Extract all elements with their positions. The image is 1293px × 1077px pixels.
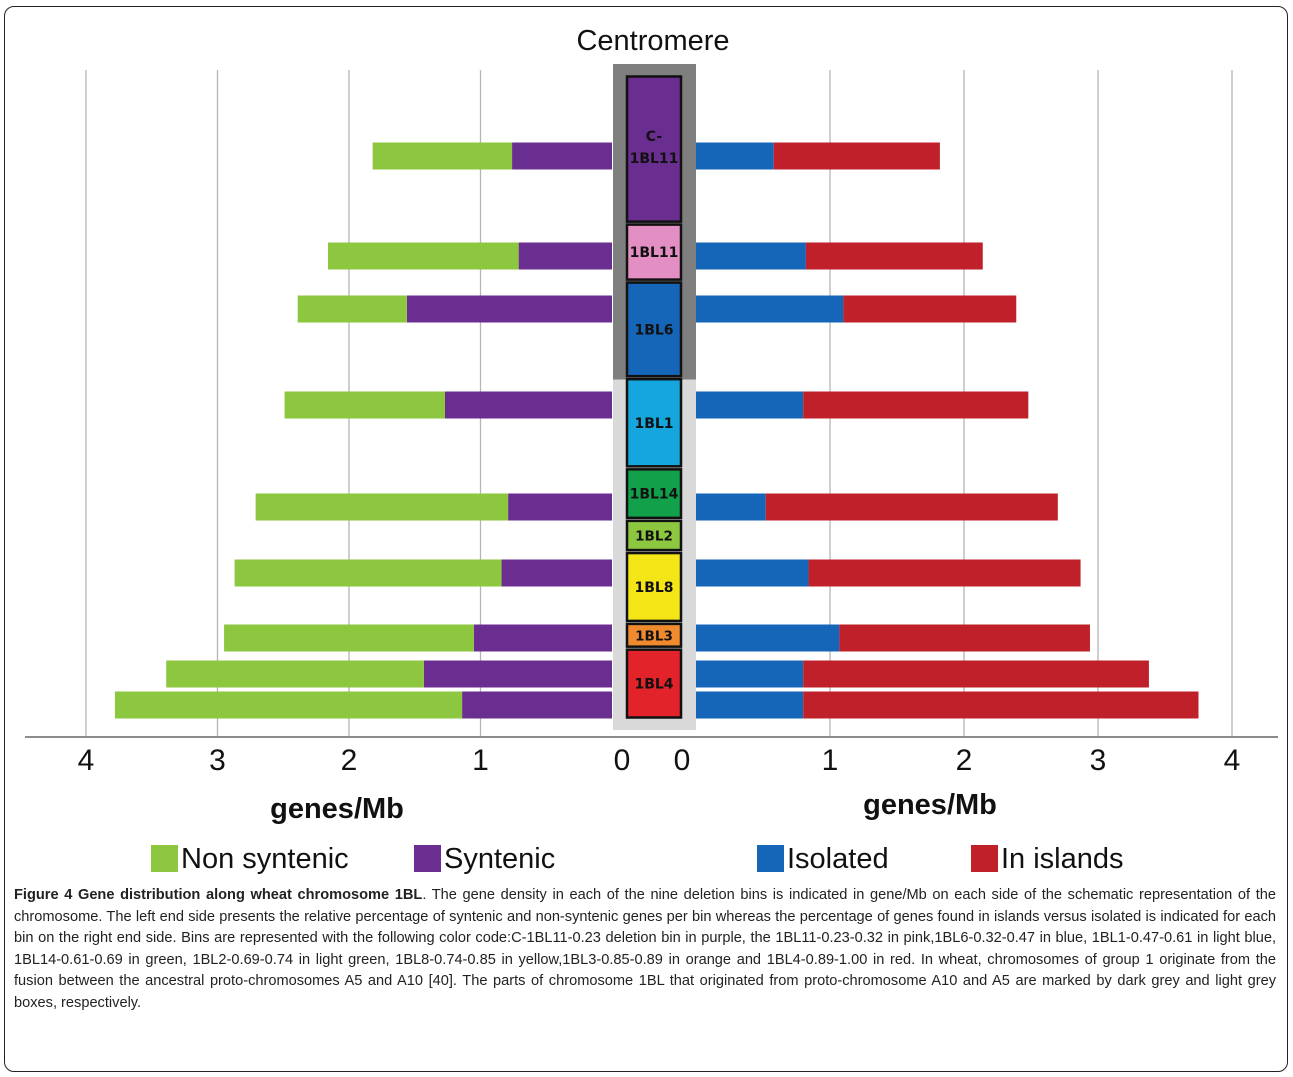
bar-non-syntenic-1bl11 <box>327 242 519 270</box>
bar-in-islands-1bl4 <box>803 691 1199 719</box>
bin-1bl6 <box>625 281 683 378</box>
bar-syntenic-1bl8 <box>473 624 612 652</box>
x-tick-label-right: 0 <box>674 744 691 777</box>
bin-1bl1 <box>625 377 683 468</box>
bar-in-islands-1bl3 <box>803 660 1149 688</box>
legend-swatch-in-islands <box>971 845 998 872</box>
bin-label: 1BL4 <box>634 677 673 693</box>
legend-label: In islands <box>1001 843 1124 875</box>
bar-in-islands-1bl14 <box>765 493 1058 521</box>
bar-isolated-1bl3 <box>696 660 804 688</box>
bar-syntenic-1bl4 <box>462 691 612 719</box>
bin-c-1bl11 <box>625 75 683 223</box>
tick-labels: 4 3 2 1 0 0 1 2 3 4 <box>78 744 1241 777</box>
bar-syntenic-1bl14 <box>508 493 612 521</box>
bin-label: 1BL3 <box>635 628 673 644</box>
bar-syntenic-1bl2 <box>501 559 612 587</box>
bin-label: 1BL2 <box>635 528 673 544</box>
bin-1bl14 <box>625 468 683 520</box>
bar-non-syntenic-1bl2 <box>234 559 502 587</box>
left-x-axis-label: genes/Mb <box>270 793 404 825</box>
x-tick-label-left: 3 <box>209 744 226 777</box>
bars <box>114 142 1199 719</box>
bin-1bl3 <box>625 622 683 648</box>
bar-isolated-1bl8 <box>696 624 840 652</box>
x-tick-label-left: 2 <box>341 744 358 777</box>
x-tick-label-left: 4 <box>78 744 95 777</box>
bar-non-syntenic-1bl4 <box>114 691 463 719</box>
bin-label: C- <box>646 129 663 145</box>
bin-label: 1BL11 <box>630 151 679 167</box>
bar-non-syntenic-1bl1 <box>284 391 445 419</box>
bar-in-islands-c-1bl11 <box>773 142 940 170</box>
bin-label: 1BL14 <box>630 487 679 503</box>
legend-swatch-non-syntenic <box>151 845 178 872</box>
bar-isolated-1bl6 <box>696 295 844 323</box>
bar-syntenic-1bl11 <box>518 242 612 270</box>
bin-label: 1BL8 <box>634 580 673 596</box>
bar-non-syntenic-1bl14 <box>255 493 509 521</box>
bar-isolated-1bl1 <box>696 391 804 419</box>
bar-syntenic-1bl6 <box>406 295 612 323</box>
chart-title: Centromere <box>576 25 729 57</box>
x-tick-label-right: 3 <box>1090 744 1107 777</box>
caption-text: . The gene density in each of the nine d… <box>14 887 1276 1011</box>
bar-syntenic-1bl3 <box>423 660 612 688</box>
bar-isolated-1bl14 <box>696 493 766 521</box>
legend-swatch-syntenic <box>414 845 441 872</box>
x-tick-label-right: 1 <box>822 744 839 777</box>
bar-non-syntenic-1bl3 <box>166 660 424 688</box>
bar-isolated-1bl2 <box>696 559 809 587</box>
legend-label: Isolated <box>787 843 889 875</box>
bar-in-islands-1bl8 <box>839 624 1090 652</box>
bar-isolated-c-1bl11 <box>696 142 774 170</box>
caption-title: Figure 4 Gene distribution along wheat c… <box>14 887 423 903</box>
bar-non-syntenic-1bl6 <box>297 295 407 323</box>
right-x-axis-label: genes/Mb <box>863 789 997 821</box>
chromosome-schematic: C- 1BL11 1BL11 1BL6 1BL1 1BL14 1BL2 1BL8 1BL3 1BL… <box>613 64 696 730</box>
x-tick-label-left: 1 <box>472 744 489 777</box>
legend-label: Syntenic <box>444 843 555 875</box>
bin-1bl4 <box>625 648 683 719</box>
gene-distribution-chart: C- 1BL11 1BL11 1BL6 1BL1 1BL14 1BL2 1BL8 1BL3 1BL… <box>25 25 1278 875</box>
legend-swatch-isolated <box>757 845 784 872</box>
bar-non-syntenic-c-1bl11 <box>372 142 513 170</box>
x-tick-label-right: 4 <box>1224 744 1241 777</box>
legend: Non syntenic Syntenic Isolated In islands <box>151 843 1124 875</box>
bar-in-islands-1bl6 <box>843 295 1017 323</box>
bar-in-islands-1bl1 <box>803 391 1029 419</box>
bar-non-syntenic-1bl8 <box>224 624 474 652</box>
bar-syntenic-1bl1 <box>444 391 612 419</box>
x-tick-label-left: 0 <box>614 744 631 777</box>
figure-frame <box>4 6 1288 1072</box>
legend-label: Non syntenic <box>181 843 349 875</box>
bin-label: 1BL1 <box>634 416 673 432</box>
bar-in-islands-1bl2 <box>808 559 1081 587</box>
bar-isolated-1bl4 <box>696 691 804 719</box>
bar-isolated-1bl11 <box>696 242 806 270</box>
bar-in-islands-1bl11 <box>805 242 983 270</box>
bin-1bl11 <box>625 223 683 281</box>
x-tick-label-right: 2 <box>956 744 973 777</box>
bin-label: 1BL11 <box>630 245 679 261</box>
bar-syntenic-c-1bl11 <box>512 142 612 170</box>
figure-caption: Figure 4 Gene distribution along wheat c… <box>14 885 1276 1014</box>
bin-1bl2 <box>625 519 683 552</box>
bin-1bl8 <box>625 551 683 623</box>
bin-label: 1BL6 <box>634 322 673 338</box>
